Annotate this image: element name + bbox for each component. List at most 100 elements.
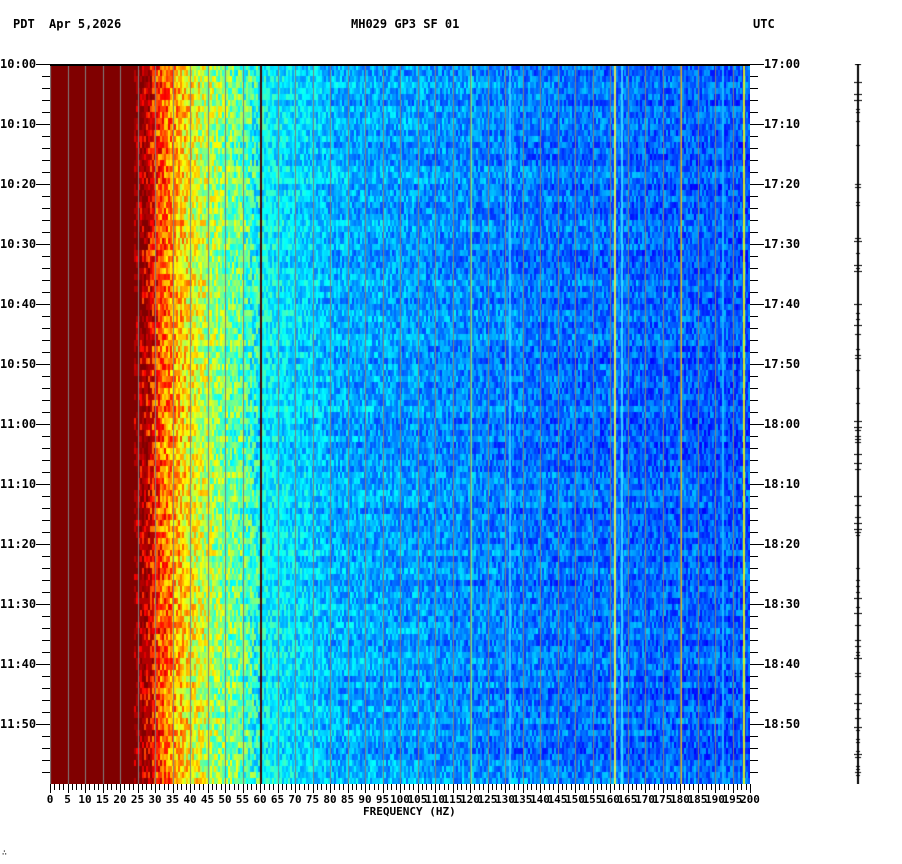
y-tick-right: [750, 580, 758, 581]
y-tick-left: [42, 520, 50, 521]
x-tick: [299, 784, 300, 790]
x-label: 110: [425, 793, 445, 806]
y-tick-left: [42, 472, 50, 473]
y-tick-right: [750, 268, 758, 269]
x-label: 125: [477, 793, 498, 806]
y-tick-left: [42, 352, 50, 353]
x-tick: [636, 784, 637, 790]
x-tick: [684, 784, 685, 790]
y-tick-right: [750, 304, 764, 305]
seismic-trace-strip: [854, 64, 862, 784]
y-tick-right: [750, 700, 758, 701]
y-tick-left: [36, 724, 50, 725]
x-tick: [461, 784, 462, 790]
y-tick-right: [750, 208, 758, 209]
y-tick-left: [36, 184, 50, 185]
y-label-right: 17:30: [764, 237, 801, 251]
x-tick: [321, 784, 322, 790]
y-label-right: 18:20: [764, 537, 801, 551]
x-tick: [619, 784, 620, 790]
x-tick: [365, 784, 366, 793]
x-tick: [369, 784, 370, 790]
y-tick-right: [750, 100, 758, 101]
x-tick: [575, 784, 576, 793]
y-tick-left: [42, 616, 50, 617]
x-tick: [509, 784, 510, 790]
x-tick: [610, 784, 611, 793]
x-label: 60: [253, 793, 267, 806]
x-tick: [68, 784, 69, 793]
y-tick-right: [750, 292, 758, 293]
y-tick-left: [42, 328, 50, 329]
x-tick: [348, 784, 349, 793]
x-tick: [483, 784, 484, 790]
y-tick-left: [42, 556, 50, 557]
x-tick: [737, 784, 738, 790]
y-label-left: 11:30: [0, 597, 37, 611]
x-tick: [693, 784, 694, 790]
y-tick-left: [36, 664, 50, 665]
y-tick-left: [42, 460, 50, 461]
x-tick: [356, 784, 357, 790]
x-tick: [641, 784, 642, 790]
x-tick: [593, 784, 594, 793]
x-tick: [63, 784, 64, 790]
y-label-right: 18:10: [764, 477, 801, 491]
x-tick: [706, 784, 707, 790]
x-tick: [94, 784, 95, 790]
x-label: 50: [218, 793, 232, 806]
x-tick: [470, 784, 471, 793]
x-tick: [159, 784, 160, 790]
x-tick: [549, 784, 550, 790]
x-tick: [488, 784, 489, 793]
x-tick: [374, 784, 375, 790]
y-tick-left: [36, 124, 50, 125]
y-tick-right: [750, 448, 758, 449]
y-tick-right: [750, 544, 764, 545]
x-tick: [404, 784, 405, 790]
y-label-right: 17:40: [764, 297, 801, 311]
x-tick: [186, 784, 187, 790]
y-tick-right: [750, 568, 758, 569]
x-tick: [221, 784, 222, 790]
y-tick-right: [750, 412, 758, 413]
y-tick-left: [42, 772, 50, 773]
x-tick: [203, 784, 204, 790]
x-tick: [571, 784, 572, 790]
x-tick: [597, 784, 598, 790]
x-tick: [457, 784, 458, 790]
x-tick: [208, 784, 209, 793]
x-tick: [505, 784, 506, 793]
x-label: 105: [407, 793, 428, 806]
y-tick-right: [750, 328, 758, 329]
y-tick-right: [750, 196, 758, 197]
x-tick: [256, 784, 257, 790]
y-tick-right: [750, 316, 758, 317]
x-tick: [680, 784, 681, 793]
x-tick: [251, 784, 252, 790]
y-tick-left: [42, 160, 50, 161]
y-label-left: 10:10: [0, 117, 37, 131]
x-tick: [628, 784, 629, 793]
x-tick: [304, 784, 305, 790]
x-label: 45: [200, 793, 215, 806]
x-tick: [50, 784, 51, 793]
corner-mark: ∴: [2, 848, 7, 857]
x-label: 10: [78, 793, 92, 806]
x-tick: [418, 784, 419, 793]
x-tick: [396, 784, 397, 790]
station-title: MH029 GP3 SF 01: [351, 17, 460, 31]
y-label-left: 10:40: [0, 297, 37, 311]
y-tick-left: [42, 736, 50, 737]
y-tick-left: [42, 76, 50, 77]
y-tick-left: [36, 64, 50, 65]
x-tick: [111, 784, 112, 790]
y-tick-left: [42, 268, 50, 269]
y-tick-right: [750, 760, 758, 761]
x-tick: [378, 784, 379, 790]
x-tick: [492, 784, 493, 790]
x-label: 100: [390, 793, 410, 806]
y-label-right: 18:00: [764, 417, 801, 431]
x-tick: [400, 784, 401, 793]
x-tick: [435, 784, 436, 793]
